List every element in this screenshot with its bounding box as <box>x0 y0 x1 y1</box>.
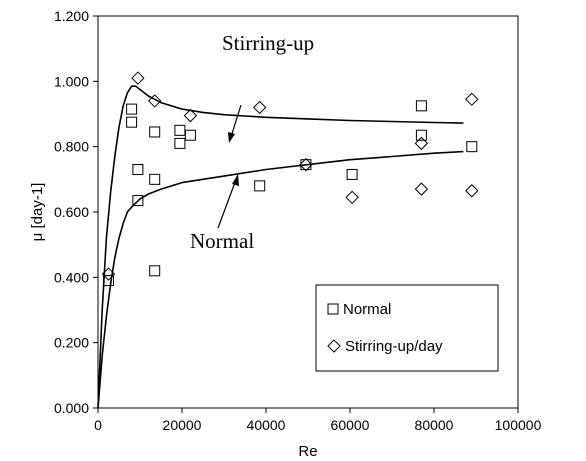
curve-stirring-up <box>97 85 464 409</box>
point-normal <box>466 141 478 153</box>
y-tick-label: 0.200 <box>54 335 89 351</box>
annotation-stirring-up: Stirring-up <box>222 31 314 55</box>
point-stirring-up <box>465 92 479 107</box>
point-normal <box>149 173 161 185</box>
y-tick-label: 1.000 <box>54 73 89 89</box>
legend-stirring-label: Stirring-up/day <box>345 338 443 355</box>
y-tick-label: 1.200 <box>54 8 89 24</box>
point-stirring-up <box>299 157 313 172</box>
arrowhead-stirring-up <box>228 132 235 143</box>
x-tick-label: 100000 <box>495 417 542 433</box>
x-tick-label: 20000 <box>163 417 202 433</box>
point-normal <box>254 180 266 192</box>
point-stirring-up <box>131 71 145 85</box>
annotation-normal: Normal <box>190 229 254 253</box>
x-tick-label: 40000 <box>247 417 286 433</box>
point-normal <box>300 159 312 171</box>
point-normal <box>126 103 138 115</box>
legend-normal-marker <box>327 303 339 315</box>
point-normal <box>103 275 114 287</box>
point-normal <box>149 265 161 277</box>
point-normal <box>415 129 427 141</box>
point-normal <box>174 137 186 149</box>
point-normal <box>132 164 144 176</box>
x-axis-label: Re <box>298 443 317 460</box>
arrowhead-normal <box>232 174 239 186</box>
point-normal <box>126 116 138 128</box>
point-normal <box>415 100 427 112</box>
y-axis-label: μ [day-1] <box>29 183 46 242</box>
annotation-arrow-normal <box>217 176 238 229</box>
point-stirring-up <box>101 267 116 281</box>
point-stirring-up <box>414 136 429 151</box>
point-normal <box>346 168 358 180</box>
x-tick-label: 0 <box>94 417 102 433</box>
fit-curves <box>97 85 464 409</box>
x-tick-label: 80000 <box>415 417 454 433</box>
point-stirring-up <box>147 94 162 108</box>
point-normal <box>174 124 186 136</box>
point-stirring-up <box>465 184 479 198</box>
y-tick-label: 0.800 <box>54 139 89 155</box>
x-axis: 0 20000 40000 60000 80000 100000 <box>94 408 542 433</box>
point-stirring-up <box>252 100 267 115</box>
y-axis: 0.000 0.200 0.400 0.600 0.800 1.000 1.200 <box>54 8 98 416</box>
point-normal <box>132 195 144 207</box>
data-points <box>101 71 479 287</box>
curve-normal <box>97 150 464 409</box>
point-stirring-up <box>183 108 198 123</box>
y-tick-label: 0.000 <box>54 400 89 416</box>
legend-normal-label: Normal <box>343 301 391 318</box>
legend-box <box>315 284 499 372</box>
point-stirring-up <box>345 190 359 205</box>
x-tick-label: 60000 <box>331 417 370 433</box>
legend: Normal Stirring-up/day <box>315 284 499 372</box>
point-stirring-up <box>414 182 429 196</box>
y-tick-label: 0.400 <box>54 269 89 285</box>
legend-stirring-marker <box>327 339 341 353</box>
point-normal <box>184 129 196 141</box>
y-tick-label: 0.600 <box>54 204 89 220</box>
point-normal <box>149 126 161 138</box>
